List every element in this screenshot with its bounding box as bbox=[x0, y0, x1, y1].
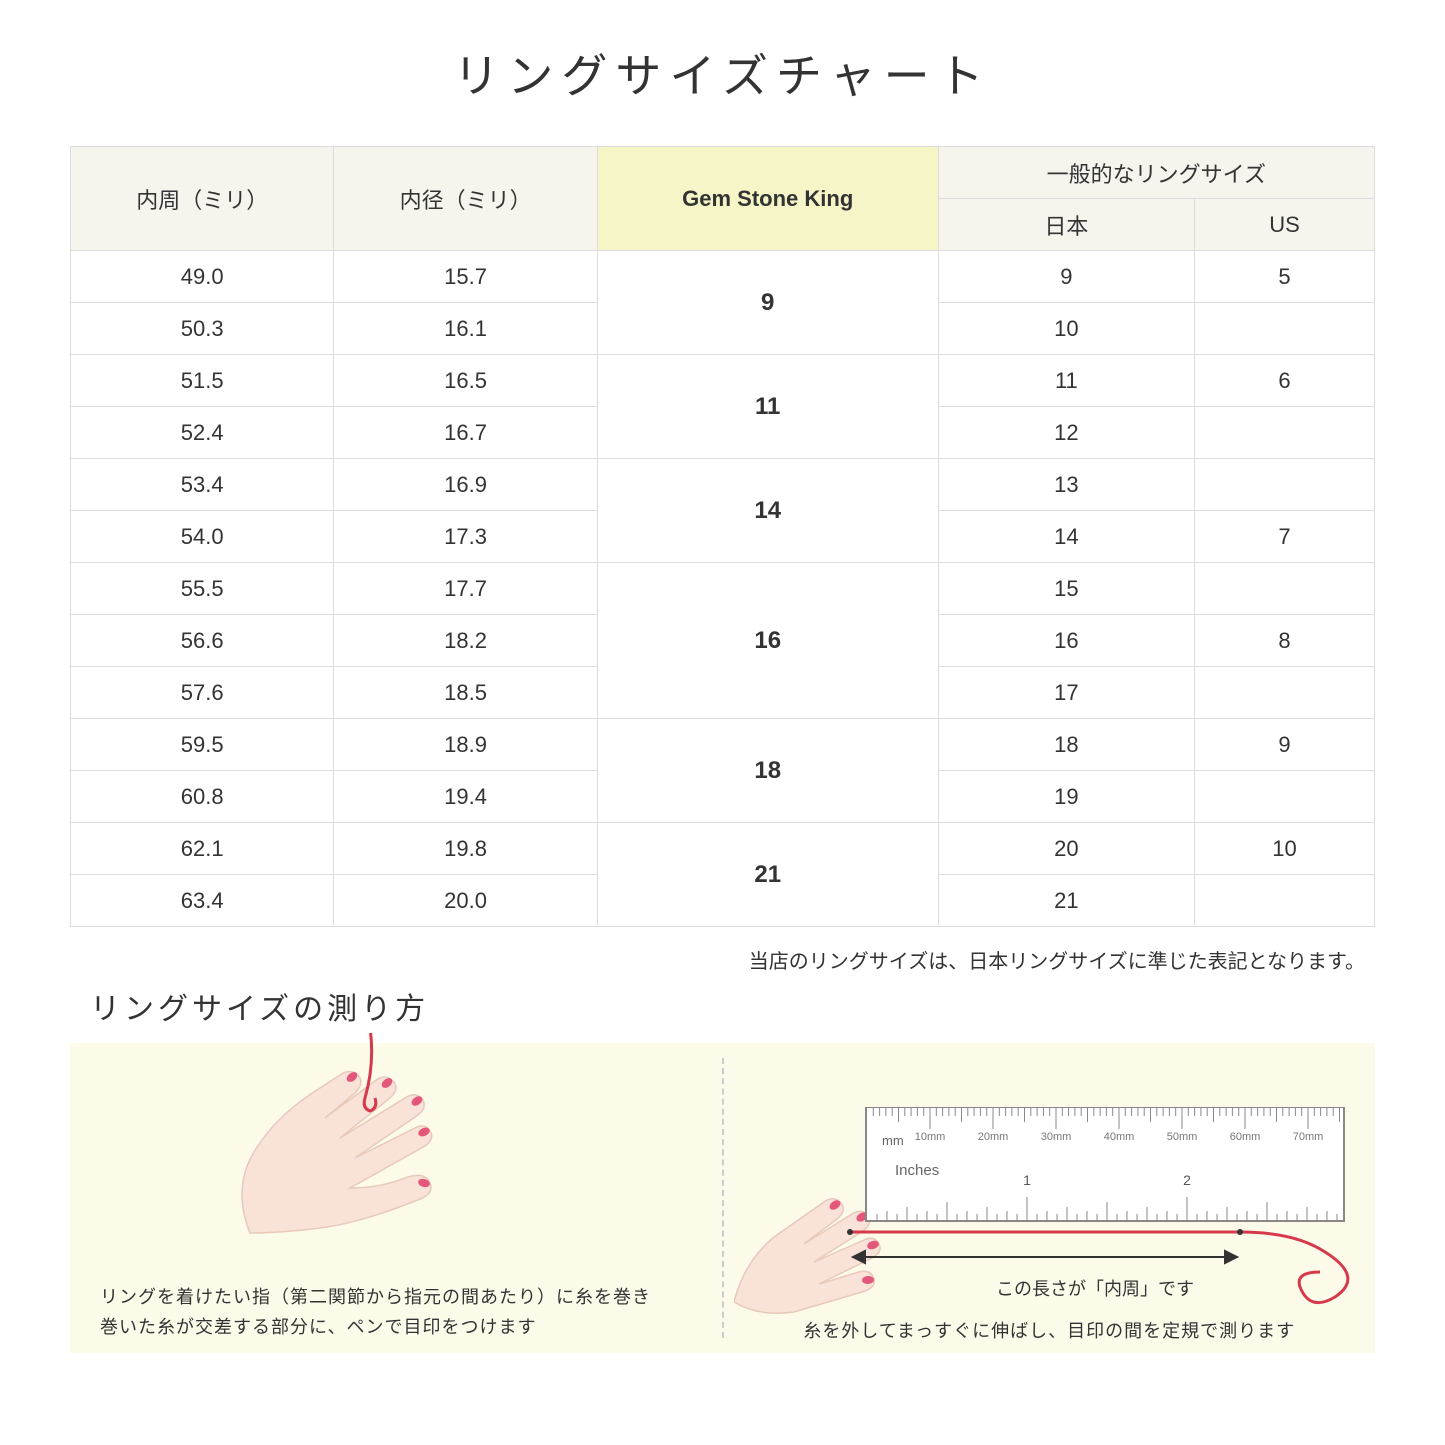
illustration-row: リングを着けたい指（第二関節から指元の間あたり）に糸を巻き巻いた糸が交差する部分… bbox=[70, 1043, 1375, 1353]
svg-text:70mm: 70mm bbox=[1293, 1131, 1324, 1143]
table-row: 55.517.71615 bbox=[71, 563, 1375, 615]
measure-title: リングサイズの測り方 bbox=[90, 984, 1375, 1028]
size-note: 当店のリングサイズは、日本リングサイズに準じた表記となります。 bbox=[70, 945, 1375, 974]
illustration-right: 10mm 20mm 30mm 40mm 50mm 60mm 70mm mm Inches 1… bbox=[724, 1043, 1376, 1353]
svg-text:10mm: 10mm bbox=[915, 1131, 946, 1143]
th-circumference: 内周（ミリ） bbox=[71, 147, 334, 251]
size-table: 内周（ミリ） 内径（ミリ） Gem Stone King 一般的なリングサイズ … bbox=[70, 146, 1375, 927]
th-general: 一般的なリングサイズ bbox=[938, 147, 1374, 199]
table-row: 53.416.91413 bbox=[71, 459, 1375, 511]
page-title: リングサイズチャート bbox=[70, 40, 1375, 106]
table-row: 59.518.918189 bbox=[71, 719, 1375, 771]
illustration-left: リングを着けたい指（第二関節から指元の間あたり）に糸を巻き巻いた糸が交差する部分… bbox=[70, 1043, 722, 1353]
svg-text:50mm: 50mm bbox=[1167, 1131, 1198, 1143]
table-row: 62.119.8212010 bbox=[71, 823, 1375, 875]
ruler-icon: 10mm 20mm 30mm 40mm 50mm 60mm 70mm mm Inches 1… bbox=[865, 1107, 1345, 1222]
th-us: US bbox=[1195, 199, 1375, 251]
th-diameter: 内径（ミリ） bbox=[334, 147, 597, 251]
svg-text:60mm: 60mm bbox=[1230, 1131, 1261, 1143]
left-caption: リングを着けたい指（第二関節から指元の間あたり）に糸を巻き巻いた糸が交差する部分… bbox=[100, 1282, 692, 1343]
svg-text:40mm: 40mm bbox=[1104, 1131, 1135, 1143]
length-label: この長さが「内周」です bbox=[945, 1275, 1245, 1301]
svg-text:30mm: 30mm bbox=[1041, 1131, 1072, 1143]
inches-unit-label: Inches bbox=[895, 1162, 939, 1179]
svg-text:1: 1 bbox=[1023, 1172, 1031, 1188]
svg-text:20mm: 20mm bbox=[978, 1131, 1009, 1143]
svg-text:2: 2 bbox=[1183, 1172, 1191, 1188]
mm-unit-label: mm bbox=[882, 1133, 904, 1148]
table-row: 49.015.7995 bbox=[71, 251, 1375, 303]
th-japan: 日本 bbox=[938, 199, 1194, 251]
th-gsk: Gem Stone King bbox=[597, 147, 938, 251]
hand-wrap-icon bbox=[190, 1033, 570, 1263]
table-row: 51.516.511116 bbox=[71, 355, 1375, 407]
